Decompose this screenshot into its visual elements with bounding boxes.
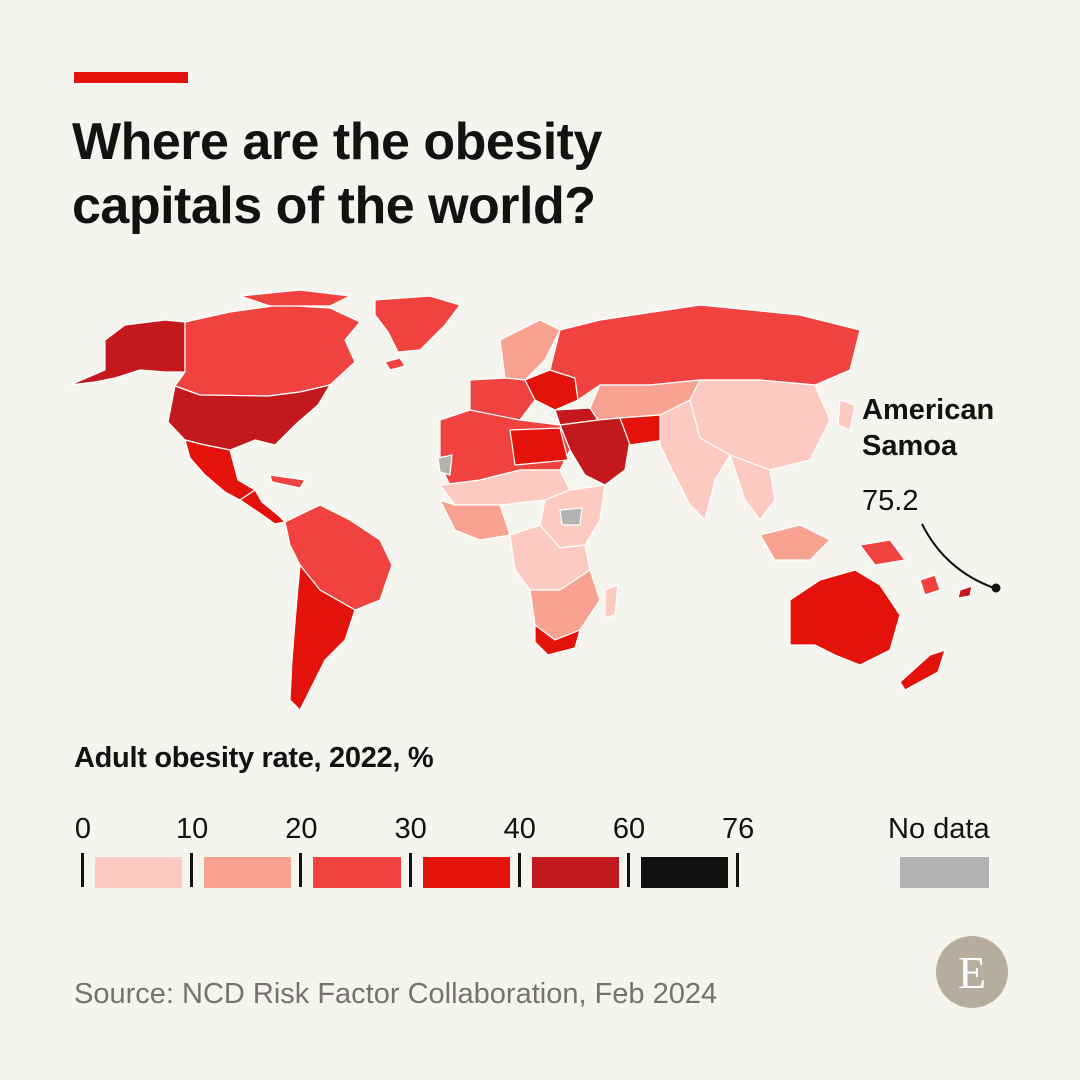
region-iceland <box>384 357 406 371</box>
legend-tick-label: 10 <box>176 813 209 845</box>
region-canada <box>174 304 361 397</box>
legend-tick-label: 20 <box>285 813 318 845</box>
region-papua <box>859 539 906 566</box>
callout-marker-dot <box>991 583 1001 593</box>
region-south-africa <box>534 624 581 656</box>
accent-bar <box>74 72 188 83</box>
region-south-asia <box>659 399 731 521</box>
legend-tick-mark <box>627 853 630 887</box>
title-line-2: capitals of the world? <box>72 177 596 235</box>
region-new-zealand <box>899 649 946 691</box>
region-australia <box>789 569 901 666</box>
source-note: Source: NCD Risk Factor Collaboration, F… <box>74 978 718 1010</box>
title-line-1: Where are the obesity <box>72 113 602 171</box>
legend-swatch <box>313 857 401 888</box>
region-mexico <box>184 439 256 501</box>
region-south-america-north <box>284 504 393 611</box>
region-pacific-islands <box>919 574 941 596</box>
legend-tick-mark <box>81 853 84 887</box>
economist-logo: E <box>936 936 1008 1008</box>
world-map <box>69 289 973 711</box>
callout-name-line-1: American <box>862 394 995 426</box>
region-south-sudan <box>559 507 583 526</box>
region-central-america <box>239 489 286 525</box>
region-alaska <box>69 319 186 386</box>
region-arctic-islands <box>239 289 351 307</box>
region-maritime-se-asia <box>759 524 831 561</box>
region-madagascar <box>604 584 619 619</box>
legend-tick-label: 40 <box>503 813 536 845</box>
legend-title: Adult obesity rate, 2022, % <box>74 742 434 774</box>
legend-swatch <box>95 857 183 888</box>
legend-swatch <box>204 857 292 888</box>
region-west-africa <box>439 499 511 541</box>
legend-swatch <box>422 857 510 888</box>
region-japan <box>837 399 856 431</box>
legend-tick-mark <box>517 853 521 887</box>
legend-tick-mark <box>408 853 412 887</box>
legend-tick-mark <box>299 853 303 887</box>
callout-leader-line <box>921 523 995 589</box>
legend-no-data-label: No data <box>888 813 990 845</box>
legend-tick-label: 30 <box>394 813 427 845</box>
region-fiji <box>957 585 973 599</box>
legend-tick-mark <box>190 853 194 887</box>
legend-no-data-swatch <box>900 857 989 888</box>
region-greenland <box>374 295 461 353</box>
legend-swatch <box>641 857 729 888</box>
region-caribbean <box>269 474 306 489</box>
callout-country-name: American Samoa <box>862 392 994 464</box>
region-southeast-asia <box>729 454 776 521</box>
callout-leader <box>921 523 1001 593</box>
legend-swatch <box>531 857 619 888</box>
region-south-america-south <box>289 564 356 711</box>
legend-tick-mark <box>736 853 740 887</box>
chart-title: Where are the obesity capitals of the wo… <box>72 110 792 238</box>
region-middle-east <box>559 417 631 486</box>
region-libya-egypt <box>509 427 569 466</box>
region-west-sahara <box>437 454 453 476</box>
callout-name-line-2: Samoa <box>862 430 958 462</box>
legend-tick-label: 0 <box>74 813 92 845</box>
legend-tick-label: 76 <box>722 813 755 845</box>
callout-value: 75.2 <box>862 485 919 517</box>
legend-tick-label: 60 <box>612 813 646 845</box>
